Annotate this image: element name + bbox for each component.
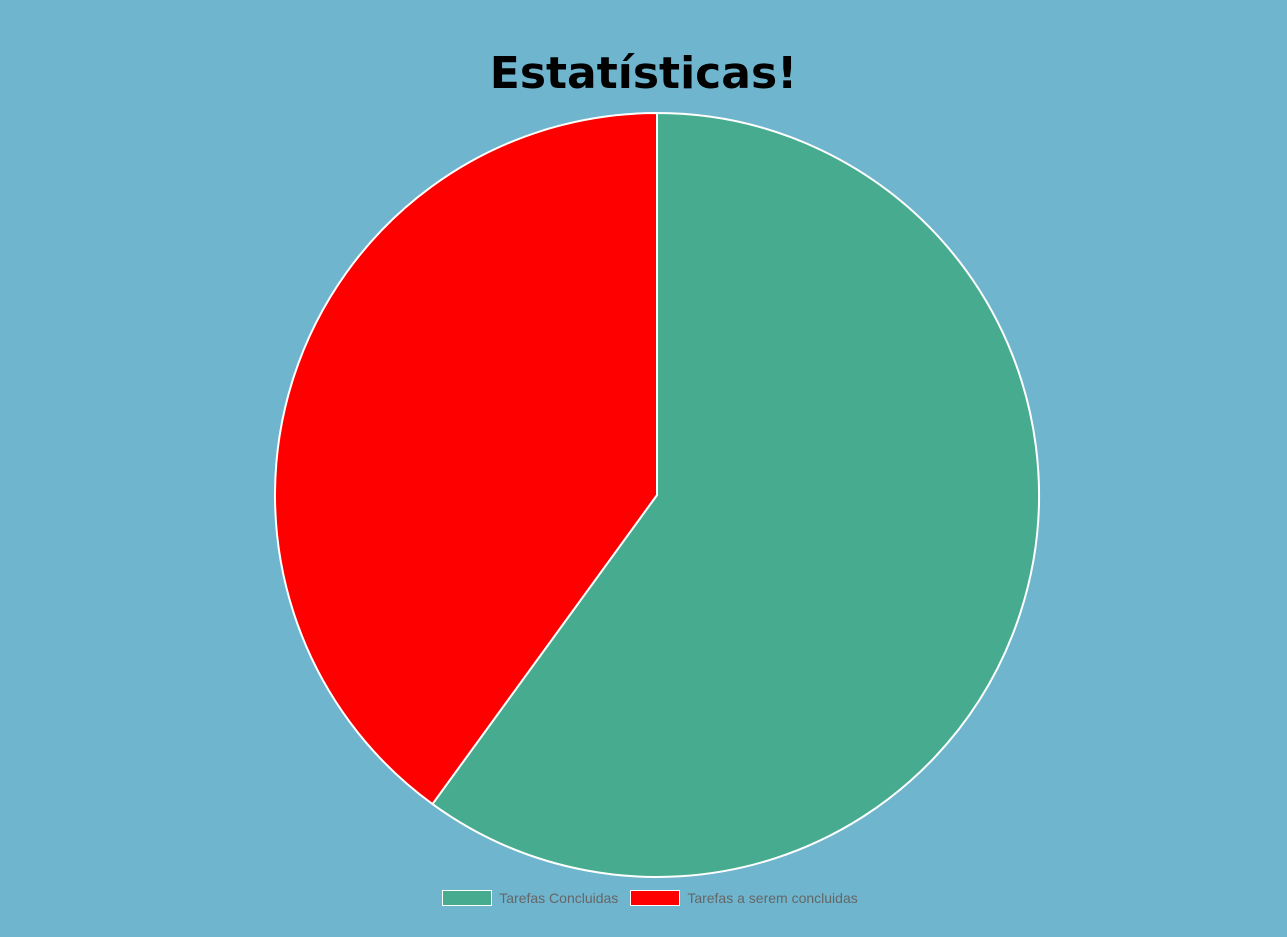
legend-item-tarefas-a-serem-concluidas[interactable]: Tarefas a serem concluidas: [630, 889, 858, 907]
chart-title: Estatísticas!: [489, 48, 798, 99]
legend-label-tarefas-a-serem-concluidas: Tarefas a serem concluidas: [687, 890, 858, 906]
legend-swatch-tarefas-concluidas: [442, 890, 493, 906]
pie-slice-tarefas-concluidas[interactable]: [431, 112, 1040, 878]
pie-slice-tarefas-a-serem-concluidas[interactable]: [274, 112, 658, 806]
pie-slices: [274, 112, 1040, 878]
chart-legend: Tarefas Concluidas Tarefas a serem concl…: [0, 889, 1287, 907]
legend-label-tarefas-concluidas: Tarefas Concluidas: [499, 890, 619, 906]
legend-item-tarefas-concluidas[interactable]: Tarefas Concluidas: [442, 889, 618, 907]
legend-swatch-tarefas-a-serem-concluidas: [630, 890, 681, 906]
